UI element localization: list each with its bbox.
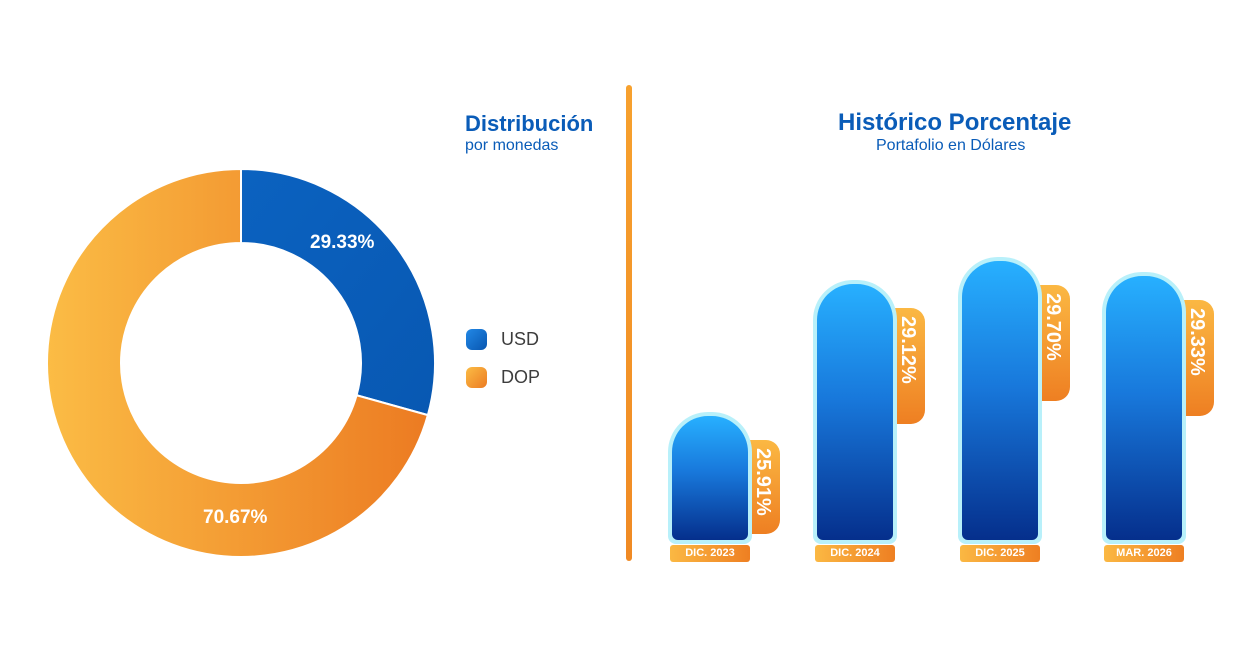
legend-label-dop: DOP	[501, 366, 541, 387]
bar	[672, 416, 748, 540]
bar-category-label: MAR. 2026	[1104, 545, 1184, 562]
legend-label-usd: USD	[501, 328, 540, 349]
bar-value-label: 29.33%	[1186, 307, 1208, 376]
donut-slice-dop	[46, 167, 430, 558]
donut-chart	[46, 167, 436, 558]
slice-label-dop: 70.67%	[203, 507, 268, 528]
legend-item-usd: USD	[466, 327, 539, 351]
bar	[817, 284, 893, 540]
bar	[1106, 275, 1182, 540]
legend-swatch-dop	[466, 366, 487, 388]
distribution-subtitle: por monedas	[465, 137, 559, 154]
donut-slice-usd	[240, 167, 436, 417]
legend-swatch-usd	[466, 328, 487, 350]
bar-category-label: DIC. 2025	[960, 545, 1040, 562]
bar-category-label: DIC. 2024	[815, 545, 895, 562]
bar-value-label: 25.91%	[752, 448, 774, 516]
distribution-title: Distribución	[465, 111, 594, 136]
history-title: Histórico Porcentaje	[838, 109, 1072, 136]
history-subtitle: Portafolio en Dólares	[876, 137, 1026, 154]
legend-item-dop: DOP	[466, 365, 540, 389]
bar	[962, 260, 1038, 540]
section-divider	[626, 85, 632, 561]
bar-category-label: DIC. 2023	[670, 545, 750, 562]
slice-label-usd: 29.33%	[310, 232, 375, 253]
bar-value-label: 29.70%	[1042, 292, 1064, 361]
bar-value-label: 29.12%	[897, 316, 919, 385]
